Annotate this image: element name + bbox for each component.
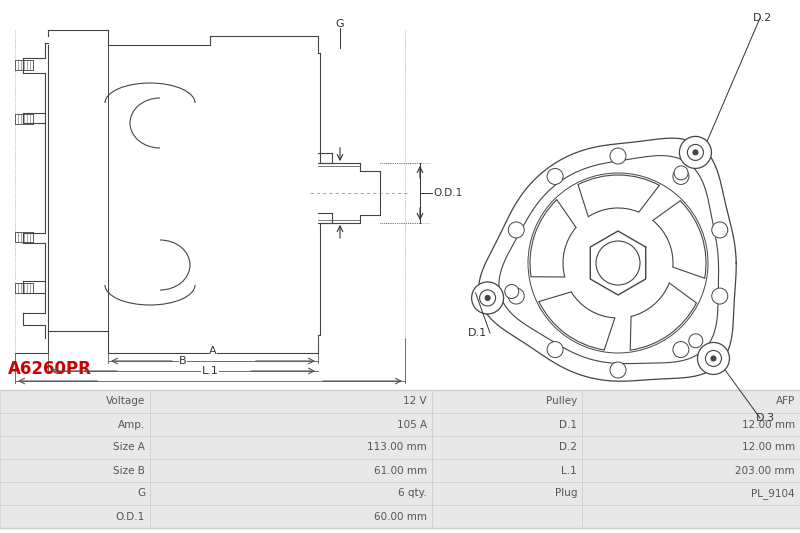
- Text: G: G: [137, 489, 145, 498]
- Bar: [432, 505, 582, 528]
- Bar: [150, 482, 432, 505]
- Circle shape: [550, 195, 686, 331]
- Bar: [582, 413, 800, 436]
- Text: Plug: Plug: [554, 489, 577, 498]
- Bar: [582, 505, 800, 528]
- Text: D.2: D.2: [753, 13, 772, 23]
- Circle shape: [712, 288, 728, 304]
- Circle shape: [547, 342, 563, 358]
- Circle shape: [566, 211, 670, 315]
- Text: 61.00 mm: 61.00 mm: [374, 465, 427, 475]
- Text: G: G: [336, 19, 344, 29]
- Bar: [432, 413, 582, 436]
- Text: PL_9104: PL_9104: [751, 488, 795, 499]
- Text: 12.00 mm: 12.00 mm: [742, 442, 795, 453]
- Text: D.3: D.3: [756, 413, 775, 423]
- Circle shape: [610, 362, 626, 378]
- Text: Size B: Size B: [113, 465, 145, 475]
- Bar: [150, 390, 432, 413]
- Bar: [432, 436, 582, 459]
- Text: 60.00 mm: 60.00 mm: [374, 512, 427, 521]
- Circle shape: [505, 285, 518, 298]
- Circle shape: [712, 222, 728, 238]
- Text: 6 qty.: 6 qty.: [398, 489, 427, 498]
- Text: 12 V: 12 V: [403, 397, 427, 407]
- Text: L.1: L.1: [562, 465, 577, 475]
- Circle shape: [698, 343, 730, 375]
- Text: A6260PR: A6260PR: [8, 360, 92, 378]
- Circle shape: [711, 356, 716, 361]
- Text: Pulley: Pulley: [546, 397, 577, 407]
- Bar: [432, 482, 582, 505]
- Text: Size A: Size A: [113, 442, 145, 453]
- Circle shape: [480, 290, 496, 306]
- Bar: [0, 482, 150, 505]
- Bar: [150, 459, 432, 482]
- Circle shape: [472, 282, 504, 314]
- Bar: [0, 436, 150, 459]
- Text: 105 A: 105 A: [397, 419, 427, 430]
- Text: O.D.1: O.D.1: [116, 512, 145, 521]
- Circle shape: [674, 166, 688, 180]
- Bar: [150, 413, 432, 436]
- Circle shape: [528, 173, 708, 353]
- Bar: [150, 505, 432, 528]
- Text: B: B: [179, 356, 187, 366]
- Circle shape: [596, 241, 640, 285]
- Text: D.1: D.1: [468, 328, 487, 338]
- Circle shape: [689, 334, 702, 348]
- Text: 203.00 mm: 203.00 mm: [735, 465, 795, 475]
- Bar: [582, 459, 800, 482]
- Circle shape: [508, 222, 524, 238]
- Circle shape: [693, 150, 698, 155]
- Text: L.1: L.1: [202, 366, 218, 376]
- Bar: [432, 390, 582, 413]
- Text: AFP: AFP: [776, 397, 795, 407]
- Bar: [0, 390, 150, 413]
- Text: Voltage: Voltage: [106, 397, 145, 407]
- Bar: [582, 482, 800, 505]
- Text: D.2: D.2: [559, 442, 577, 453]
- Text: 12.00 mm: 12.00 mm: [742, 419, 795, 430]
- Circle shape: [610, 148, 626, 164]
- Text: A: A: [209, 346, 217, 356]
- Circle shape: [508, 288, 524, 304]
- Bar: [582, 436, 800, 459]
- Bar: [0, 459, 150, 482]
- Circle shape: [485, 295, 490, 301]
- Circle shape: [679, 136, 711, 168]
- Circle shape: [547, 168, 563, 184]
- Bar: [150, 436, 432, 459]
- Bar: [432, 459, 582, 482]
- Circle shape: [673, 168, 689, 184]
- Circle shape: [673, 342, 689, 358]
- Bar: [0, 505, 150, 528]
- Text: D.1: D.1: [559, 419, 577, 430]
- Bar: [0, 413, 150, 436]
- Circle shape: [706, 351, 722, 367]
- Circle shape: [687, 144, 703, 160]
- Text: O.D.1: O.D.1: [433, 188, 462, 198]
- Text: Amp.: Amp.: [118, 419, 145, 430]
- Bar: [582, 390, 800, 413]
- Text: 113.00 mm: 113.00 mm: [367, 442, 427, 453]
